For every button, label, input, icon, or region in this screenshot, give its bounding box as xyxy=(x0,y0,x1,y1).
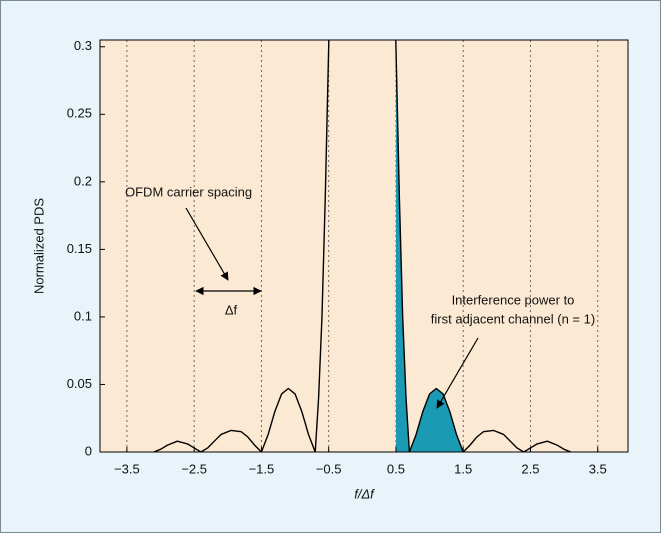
annotation: OFDM carrier spacing xyxy=(125,184,252,199)
x-tick-label: −0.5 xyxy=(316,461,342,476)
y-tick-label: 0.05 xyxy=(67,376,92,391)
annotation: Δf xyxy=(225,302,238,317)
annotation: first adjacent channel (n = 1) xyxy=(431,311,595,326)
x-tick-label: 1.5 xyxy=(454,461,472,476)
y-tick-label: 0.15 xyxy=(67,241,92,256)
x-tick-label: 0.5 xyxy=(387,461,405,476)
annotation-arrow xyxy=(185,207,229,281)
x-tick-label: −1.5 xyxy=(249,461,275,476)
annotation: Interference power to xyxy=(452,292,575,307)
data-line xyxy=(153,40,572,452)
y-tick-label: 0 xyxy=(85,443,92,458)
x-tick-label: −2.5 xyxy=(181,461,207,476)
y-tick-label: 0.1 xyxy=(74,308,92,323)
y-axis-label: Normalized PDS xyxy=(31,198,46,294)
plot-area xyxy=(100,40,628,452)
y-tick-label: 0.2 xyxy=(74,173,92,188)
plot-border xyxy=(99,39,629,453)
x-tick-label: −3.5 xyxy=(114,461,140,476)
x-tick-label: 2.5 xyxy=(521,461,539,476)
y-tick-label: 0.3 xyxy=(74,38,92,53)
x-tick-label: 3.5 xyxy=(589,461,607,476)
annotation-arrow xyxy=(436,337,479,409)
y-tick-label: 0.25 xyxy=(67,106,92,121)
x-axis-label: f/Δf xyxy=(354,486,375,501)
shaded-area xyxy=(395,46,464,452)
